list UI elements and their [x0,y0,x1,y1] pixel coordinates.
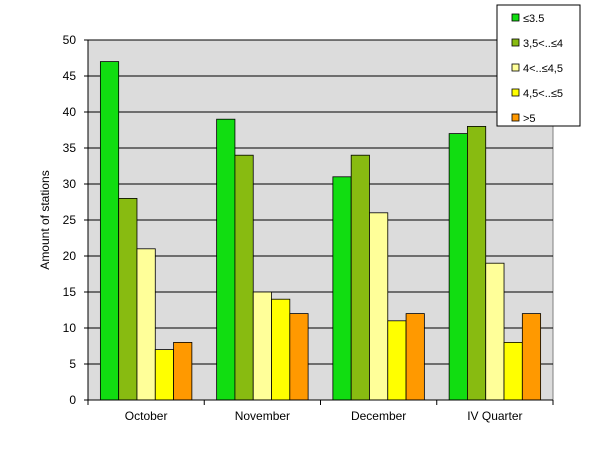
legend-box [496,4,581,127]
bar [154,349,174,401]
bar [99,61,120,401]
bar [448,133,468,401]
bar [369,212,389,401]
legend-label: 4,5<..≤5 [523,88,563,100]
bar [387,320,407,401]
y-tick-label: 30 [63,177,77,191]
x-tick-label: December [351,409,406,423]
bar [252,291,272,401]
y-tick-label: 10 [63,321,77,335]
y-axis-title: Amount of stations [38,170,52,269]
y-tick-label: 50 [63,33,77,47]
legend-label: >5 [523,113,536,125]
bar [289,313,309,401]
bar [503,341,523,401]
bar [173,341,193,401]
legend-label: 4<..≤4,5 [523,63,563,75]
legend-items: ≤3.5 3,5<..≤4 4<..≤4,5 4,5<..≤5 >5 [511,13,563,125]
legend-swatch [511,63,520,72]
y-tick-labels: 0 5 10 15 20 25 30 35 40 45 50 [63,33,77,407]
bar [485,262,505,401]
x-tick-label: IV Quarter [467,409,522,423]
bar [405,313,425,401]
bar [467,126,487,401]
y-tick-label: 35 [63,141,77,155]
bar [521,313,542,401]
y-tick-label: 25 [63,213,77,227]
legend-swatch [511,38,520,47]
y-tick-label: 20 [63,249,77,263]
bar [350,154,370,401]
axes [84,39,554,405]
bar [234,154,254,401]
bar [271,298,291,401]
x-tick-label: October [125,409,168,423]
bar [216,118,236,401]
legend-label: 3,5<..≤4 [523,38,563,50]
y-tick-label: 0 [69,393,76,407]
x-tick-label: November [235,409,290,423]
legend-swatch [511,88,520,97]
x-tick-labels: October November December IV Quarter [125,409,523,423]
bars [99,61,542,401]
bar [136,248,156,401]
bar [118,197,138,401]
bar [332,176,352,401]
legend: ≤3.5 3,5<..≤4 4<..≤4,5 4,5<..≤5 >5 [496,4,581,127]
y-tick-label: 5 [69,357,76,371]
legend-swatch [511,13,520,22]
y-tick-label: 15 [63,285,77,299]
y-tick-label: 40 [63,105,77,119]
y-tick-label: 45 [63,69,77,83]
legend-label: ≤3.5 [523,13,544,25]
legend-swatch [511,113,520,122]
